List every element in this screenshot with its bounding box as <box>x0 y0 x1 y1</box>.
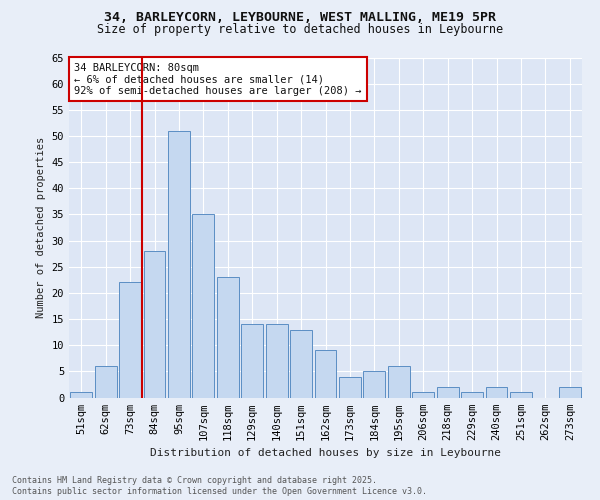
Bar <box>119 282 141 398</box>
Bar <box>314 350 337 398</box>
Y-axis label: Number of detached properties: Number of detached properties <box>36 137 46 318</box>
Text: 34, BARLEYCORN, LEYBOURNE, WEST MALLING, ME19 5PR: 34, BARLEYCORN, LEYBOURNE, WEST MALLING,… <box>104 11 496 24</box>
Bar <box>290 330 312 398</box>
Bar <box>266 324 287 398</box>
Bar <box>168 130 190 398</box>
Bar <box>437 387 458 398</box>
Bar <box>364 372 385 398</box>
Bar <box>339 376 361 398</box>
Bar <box>485 387 508 398</box>
Bar <box>461 392 483 398</box>
Bar <box>388 366 410 398</box>
Bar <box>559 387 581 398</box>
Bar <box>143 251 166 398</box>
Bar <box>70 392 92 398</box>
X-axis label: Distribution of detached houses by size in Leybourne: Distribution of detached houses by size … <box>150 448 501 458</box>
Text: Contains HM Land Registry data © Crown copyright and database right 2025.: Contains HM Land Registry data © Crown c… <box>12 476 377 485</box>
Bar <box>193 214 214 398</box>
Text: Contains public sector information licensed under the Open Government Licence v3: Contains public sector information licen… <box>12 487 427 496</box>
Bar <box>95 366 116 398</box>
Bar <box>412 392 434 398</box>
Text: Size of property relative to detached houses in Leybourne: Size of property relative to detached ho… <box>97 22 503 36</box>
Text: 34 BARLEYCORN: 80sqm
← 6% of detached houses are smaller (14)
92% of semi-detach: 34 BARLEYCORN: 80sqm ← 6% of detached ho… <box>74 62 362 96</box>
Bar <box>510 392 532 398</box>
Bar <box>241 324 263 398</box>
Bar <box>217 277 239 398</box>
